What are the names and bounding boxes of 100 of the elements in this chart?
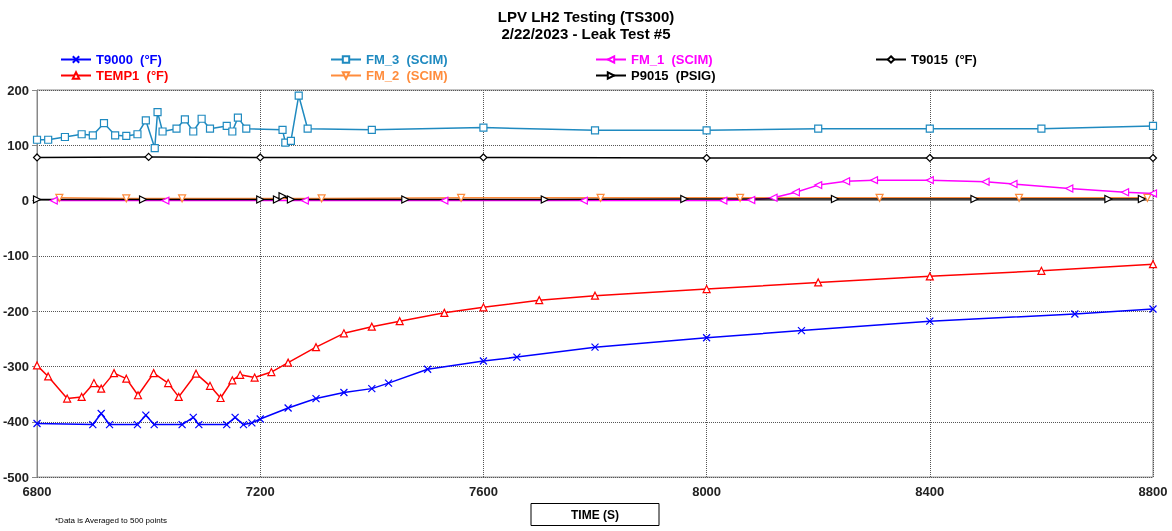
point	[1137, 194, 1146, 204]
point	[231, 413, 240, 422]
point	[1065, 184, 1074, 193]
point	[925, 176, 934, 185]
point	[239, 420, 248, 429]
point	[1121, 188, 1130, 197]
point	[122, 131, 131, 140]
point	[49, 196, 58, 205]
point	[44, 135, 53, 144]
point	[384, 378, 393, 388]
y-tick-label: -200	[2, 303, 30, 319]
point	[540, 195, 549, 204]
x-axis-title: TIME (S)	[571, 507, 620, 522]
y-tick-label: 200	[7, 82, 30, 98]
point	[205, 124, 215, 133]
point	[150, 143, 159, 153]
point	[256, 414, 265, 424]
point	[702, 284, 711, 294]
point	[180, 115, 189, 124]
point	[769, 193, 778, 202]
point	[875, 193, 884, 202]
point	[1104, 194, 1113, 204]
chart-subtitle: 2/22/2023 - Leak Test #5	[501, 25, 671, 42]
point	[133, 391, 143, 400]
text: *Data is Averaged to 500 points	[55, 515, 167, 525]
point	[579, 196, 588, 205]
point	[32, 135, 42, 144]
x-tick-label: 8000	[692, 484, 722, 500]
point	[814, 278, 823, 287]
point	[63, 394, 72, 403]
point	[233, 113, 242, 122]
point	[178, 420, 187, 429]
point	[925, 124, 934, 133]
point	[32, 419, 42, 428]
point	[164, 378, 173, 388]
y-tick-label: -100	[2, 248, 30, 264]
point	[256, 153, 265, 162]
point	[1037, 266, 1046, 275]
point	[1148, 121, 1158, 131]
point	[925, 153, 934, 163]
point	[99, 119, 109, 128]
point	[590, 126, 600, 135]
point	[590, 291, 600, 300]
point	[1037, 124, 1046, 133]
legend-label: T9015 (°F)	[911, 52, 977, 67]
point	[1070, 309, 1079, 319]
point	[367, 322, 376, 331]
point	[1148, 189, 1158, 198]
point	[236, 370, 245, 379]
point	[247, 418, 256, 428]
point	[272, 195, 282, 204]
point	[925, 272, 934, 281]
point	[479, 153, 488, 162]
point	[149, 369, 158, 378]
x-tick-label: 8800	[1138, 484, 1168, 500]
point	[1148, 153, 1158, 163]
point	[680, 194, 689, 204]
point	[60, 132, 70, 142]
point	[300, 196, 309, 205]
point	[97, 409, 106, 418]
point	[830, 194, 840, 204]
legend-label: FM_2 (SCIM)	[366, 68, 448, 83]
chart-title: LPV LH2 Testing (TS300)	[497, 8, 675, 25]
point	[141, 411, 150, 420]
y-tick-label: -400	[2, 414, 30, 430]
legend-label: T9000 (°F)	[96, 52, 162, 67]
point	[172, 124, 181, 133]
legend-label: FM_1 (SCIM)	[631, 52, 713, 67]
point	[440, 308, 449, 317]
point	[267, 367, 276, 377]
point	[869, 176, 879, 185]
y-tick-label: -500	[2, 469, 30, 485]
point	[479, 356, 488, 366]
point	[791, 188, 800, 197]
point	[97, 384, 106, 393]
point	[89, 378, 99, 388]
point	[286, 136, 295, 145]
point	[77, 130, 86, 139]
point	[719, 196, 728, 205]
point	[191, 369, 201, 378]
y-tick-label: 100	[7, 137, 30, 153]
point	[122, 374, 131, 383]
point	[174, 392, 183, 402]
point	[456, 193, 466, 202]
point	[535, 296, 544, 305]
point	[138, 195, 148, 204]
point	[32, 195, 42, 204]
legend-label: P9015 (PSIG)	[631, 68, 716, 83]
point	[702, 126, 711, 135]
point	[735, 193, 745, 202]
legend-label: TEMP1 (°F)	[96, 68, 169, 83]
point	[284, 358, 293, 367]
point	[242, 124, 251, 133]
legend-label: FM_3 (SCIM)	[366, 52, 448, 67]
point	[150, 420, 159, 429]
point	[702, 333, 711, 342]
point	[189, 127, 198, 136]
point	[228, 127, 237, 136]
point	[141, 116, 150, 125]
point	[88, 131, 97, 140]
